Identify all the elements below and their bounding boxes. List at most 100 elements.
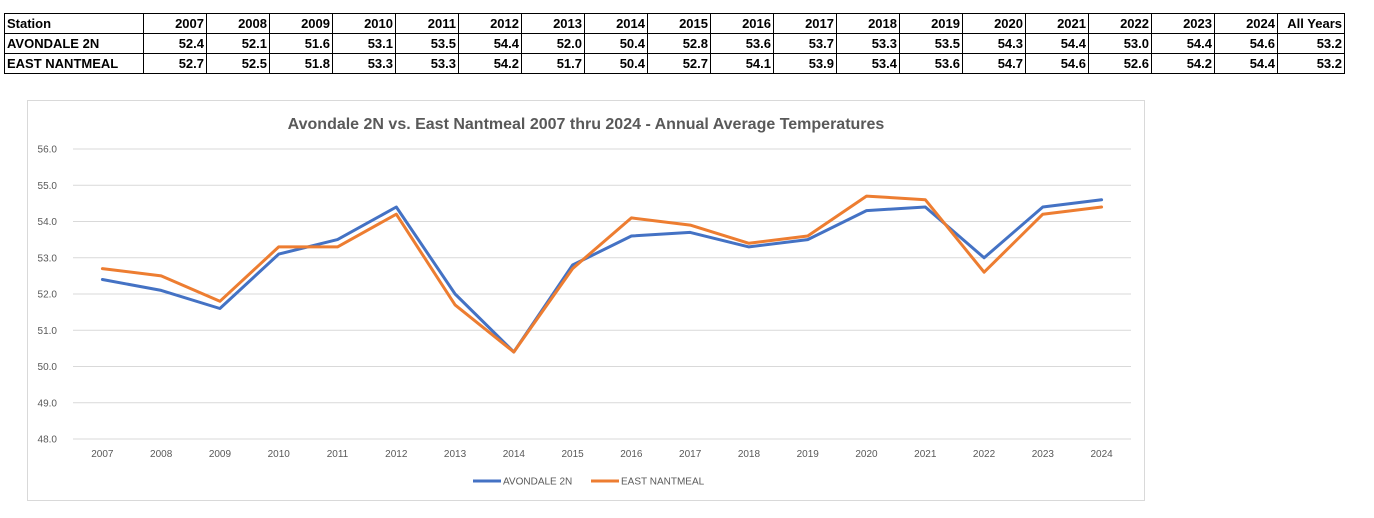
x-tick-label: 2013 [444, 449, 467, 460]
x-tick-label: 2007 [91, 449, 114, 460]
x-tick-label: 2009 [209, 449, 232, 460]
x-tick-label: 2008 [150, 449, 173, 460]
temperature-cell: 51.6 [269, 33, 333, 54]
x-tick-label: 2018 [738, 449, 761, 460]
temperature-cell: 53.5 [395, 33, 459, 54]
temperature-cell: 53.3 [395, 53, 459, 74]
year-column-header: 2024 [1214, 13, 1278, 34]
temperature-cell: 53.6 [899, 53, 963, 74]
year-column-header: 2007 [143, 13, 207, 34]
temperature-cell: 53.7 [773, 33, 837, 54]
temperature-cell: 51.8 [269, 53, 333, 74]
gridlines [73, 148, 1131, 440]
temperature-cell: 54.6 [1025, 53, 1089, 74]
temperature-cell: 52.4 [143, 33, 207, 54]
year-column-header: 2019 [899, 13, 963, 34]
temperature-cell: 53.0 [1088, 33, 1152, 54]
temperature-cell: 52.6 [1088, 53, 1152, 74]
x-tick-label: 2021 [914, 449, 937, 460]
table-row: AVONDALE 2N 52.4 52.1 51.6 53.1 53.5 54.4 52.0 5… [4, 33, 1345, 54]
temperature-cell: 54.6 [1214, 33, 1278, 54]
year-column-header: 2015 [647, 13, 711, 34]
temperature-cell: 53.2 [1277, 33, 1345, 54]
temperature-cell: 54.4 [458, 33, 522, 54]
temperature-cell: 52.0 [521, 33, 585, 54]
year-column-header: 2018 [836, 13, 900, 34]
chart-title: Avondale 2N vs. East Nantmeal 2007 thru … [288, 116, 885, 133]
temperature-cell: 52.7 [647, 53, 711, 74]
station-name-cell: EAST NANTMEAL [4, 53, 144, 74]
temperature-cell: 53.5 [899, 33, 963, 54]
x-tick-label: 2022 [973, 449, 996, 460]
temperature-cell: 54.2 [458, 53, 522, 74]
station-name-cell: AVONDALE 2N [4, 33, 144, 54]
x-tick-label: 2016 [620, 449, 643, 460]
station-column-header: Station [4, 13, 144, 34]
chart-container: Avondale 2N vs. East Nantmeal 2007 thru … [27, 100, 1145, 501]
year-column-header: 2010 [332, 13, 396, 34]
temperature-cell: 54.3 [962, 33, 1026, 54]
year-column-header: 2017 [773, 13, 837, 34]
x-tick-label: 2010 [268, 449, 291, 460]
station-data-table: Station 2007 2008 2009 2010 2011 2012 2013 2014 2… [4, 13, 1345, 74]
x-tick-label: 2023 [1032, 449, 1055, 460]
year-column-header: 2016 [710, 13, 774, 34]
year-column-header: 2021 [1025, 13, 1089, 34]
y-tick-label: 53.0 [38, 253, 58, 264]
year-column-header: 2022 [1088, 13, 1152, 34]
temperature-cell: 54.4 [1214, 53, 1278, 74]
x-axis-ticks: 2007 2008 2009 2010 2011 2012 2013 2014 2015 2016… [91, 449, 1113, 460]
table-body: AVONDALE 2N 52.4 52.1 51.6 53.1 53.5 54.4 52.0 5… [4, 33, 1345, 74]
x-tick-label: 2012 [385, 449, 408, 460]
temperature-cell: 50.4 [584, 33, 648, 54]
x-tick-label: 2011 [327, 449, 349, 460]
table-row: EAST NANTMEAL 52.7 52.5 51.8 53.3 53.3 54.2 51.… [4, 53, 1345, 74]
series-line-avondale-2n [100, 198, 1104, 354]
temperature-cell: 53.1 [332, 33, 396, 54]
y-tick-label: 55.0 [38, 181, 58, 192]
year-column-header: 2012 [458, 13, 522, 34]
year-column-header: 2014 [584, 13, 648, 34]
y-axis-ticks: 48.0 49.0 50.0 51.0 52.0 53.0 54.0 55.0 56.0 [38, 145, 58, 446]
temperature-cell: 54.1 [710, 53, 774, 74]
line-chart: Avondale 2N vs. East Nantmeal 2007 thru … [38, 116, 1131, 488]
temperature-cell: 53.2 [1277, 53, 1345, 74]
y-tick-label: 51.0 [38, 326, 58, 337]
x-tick-label: 2020 [855, 449, 878, 460]
temperature-cell: 53.3 [332, 53, 396, 74]
year-column-header: 2013 [521, 13, 585, 34]
legend: AVONDALE 2N EAST NANTMEAL [473, 477, 705, 488]
legend-label: AVONDALE 2N [503, 477, 572, 488]
temperature-cell: 52.5 [206, 53, 270, 74]
x-tick-label: 2019 [797, 449, 820, 460]
y-tick-label: 48.0 [38, 435, 58, 446]
x-tick-label: 2015 [561, 449, 584, 460]
year-column-header: 2020 [962, 13, 1026, 34]
temperature-cell: 52.8 [647, 33, 711, 54]
y-tick-label: 49.0 [38, 398, 58, 409]
x-tick-label: 2014 [503, 449, 526, 460]
temperature-cell: 54.2 [1151, 53, 1215, 74]
temperature-cell: 53.4 [836, 53, 900, 74]
temperature-cell: 52.7 [143, 53, 207, 74]
table-header-row: Station 2007 2008 2009 2010 2011 2012 2013 2014 2… [4, 13, 1345, 34]
series-lines [100, 194, 1104, 354]
year-column-header: All Years [1277, 13, 1345, 34]
year-column-header: 2009 [269, 13, 333, 34]
year-column-header: 2008 [206, 13, 270, 34]
temperature-cell: 54.4 [1151, 33, 1215, 54]
temperature-cell: 50.4 [584, 53, 648, 74]
series-line-east-nantmeal [100, 194, 1104, 354]
y-tick-label: 54.0 [38, 217, 58, 228]
temperature-cell: 54.4 [1025, 33, 1089, 54]
legend-label: EAST NANTMEAL [621, 477, 705, 488]
x-tick-label: 2017 [679, 449, 702, 460]
temperature-cell: 51.7 [521, 53, 585, 74]
year-column-header: 2011 [395, 13, 459, 34]
temperature-cell: 53.9 [773, 53, 837, 74]
y-tick-label: 56.0 [38, 145, 58, 156]
temperature-cell: 53.6 [710, 33, 774, 54]
year-column-header: 2023 [1151, 13, 1215, 34]
temperature-cell: 54.7 [962, 53, 1026, 74]
y-tick-label: 50.0 [38, 362, 58, 373]
